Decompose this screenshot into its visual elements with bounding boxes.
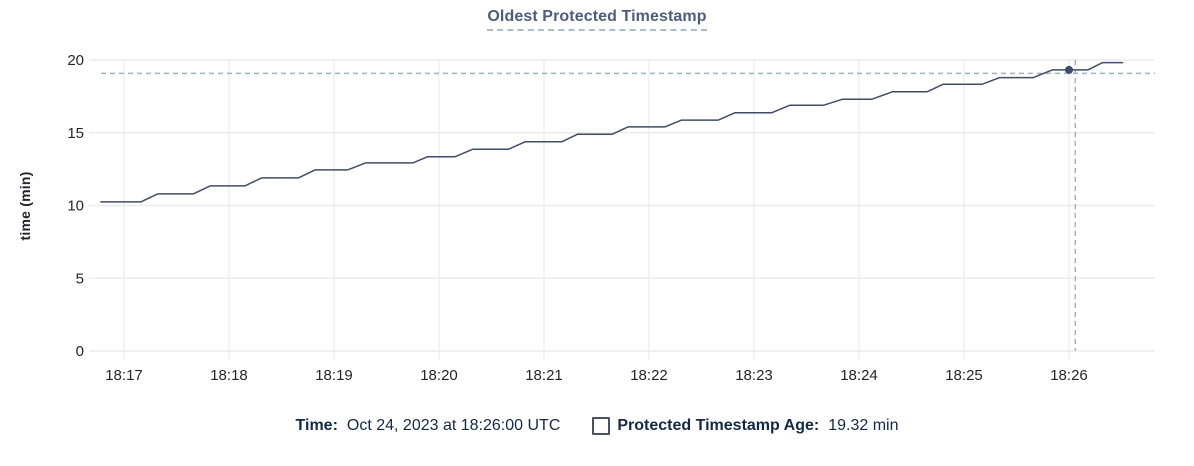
legend-time-value: Oct 24, 2023 at 18:26:00 UTC bbox=[346, 417, 561, 434]
x-tick-label: 18:25 bbox=[945, 367, 983, 384]
y-axis-title: time (min) bbox=[17, 172, 33, 241]
chart-title[interactable]: Oldest Protected Timestamp bbox=[487, 8, 707, 31]
x-tick-label: 18:24 bbox=[840, 367, 878, 384]
x-tick-label: 18:20 bbox=[420, 367, 458, 384]
y-tick-label: 5 bbox=[76, 270, 84, 287]
legend-time-item: Time: Oct 24, 2023 at 18:26:00 UTC bbox=[296, 417, 561, 435]
chart-plot-area[interactable]: time (min) 0 5 10 15 20 18:17 18:18 18:19 18:20 1… bbox=[0, 40, 1194, 400]
x-tick-label: 18:22 bbox=[630, 367, 668, 384]
chart-tooltip-legend: Time: Oct 24, 2023 at 18:26:00 UTC Prote… bbox=[0, 417, 1194, 435]
x-tick-label: 18:23 bbox=[735, 367, 773, 384]
x-tick-label: 18:19 bbox=[315, 367, 353, 384]
legend-series-value: 19.32 min bbox=[828, 417, 899, 434]
legend-series-label: Protected Timestamp Age: bbox=[617, 417, 820, 434]
y-tick-label: 10 bbox=[67, 198, 84, 215]
y-tick-label: 15 bbox=[67, 125, 84, 142]
chart-title-row: Oldest Protected Timestamp bbox=[0, 8, 1194, 31]
series-line-protected-timestamp-age bbox=[100, 61, 1124, 203]
x-tick-label: 18:18 bbox=[210, 367, 248, 384]
y-tick-label: 20 bbox=[67, 52, 84, 69]
x-tick-label: 18:17 bbox=[105, 367, 143, 384]
x-tick-label: 18:21 bbox=[525, 367, 563, 384]
checkbox-unchecked-icon[interactable] bbox=[592, 417, 611, 435]
y-tick-label: 0 bbox=[76, 343, 84, 360]
legend-time-label: Time: bbox=[295, 417, 338, 434]
legend-series-item[interactable]: Protected Timestamp Age: 19.32 min bbox=[592, 417, 898, 435]
x-tick-label: 18:26 bbox=[1050, 367, 1088, 384]
hover-data-point-dot bbox=[1065, 65, 1073, 74]
